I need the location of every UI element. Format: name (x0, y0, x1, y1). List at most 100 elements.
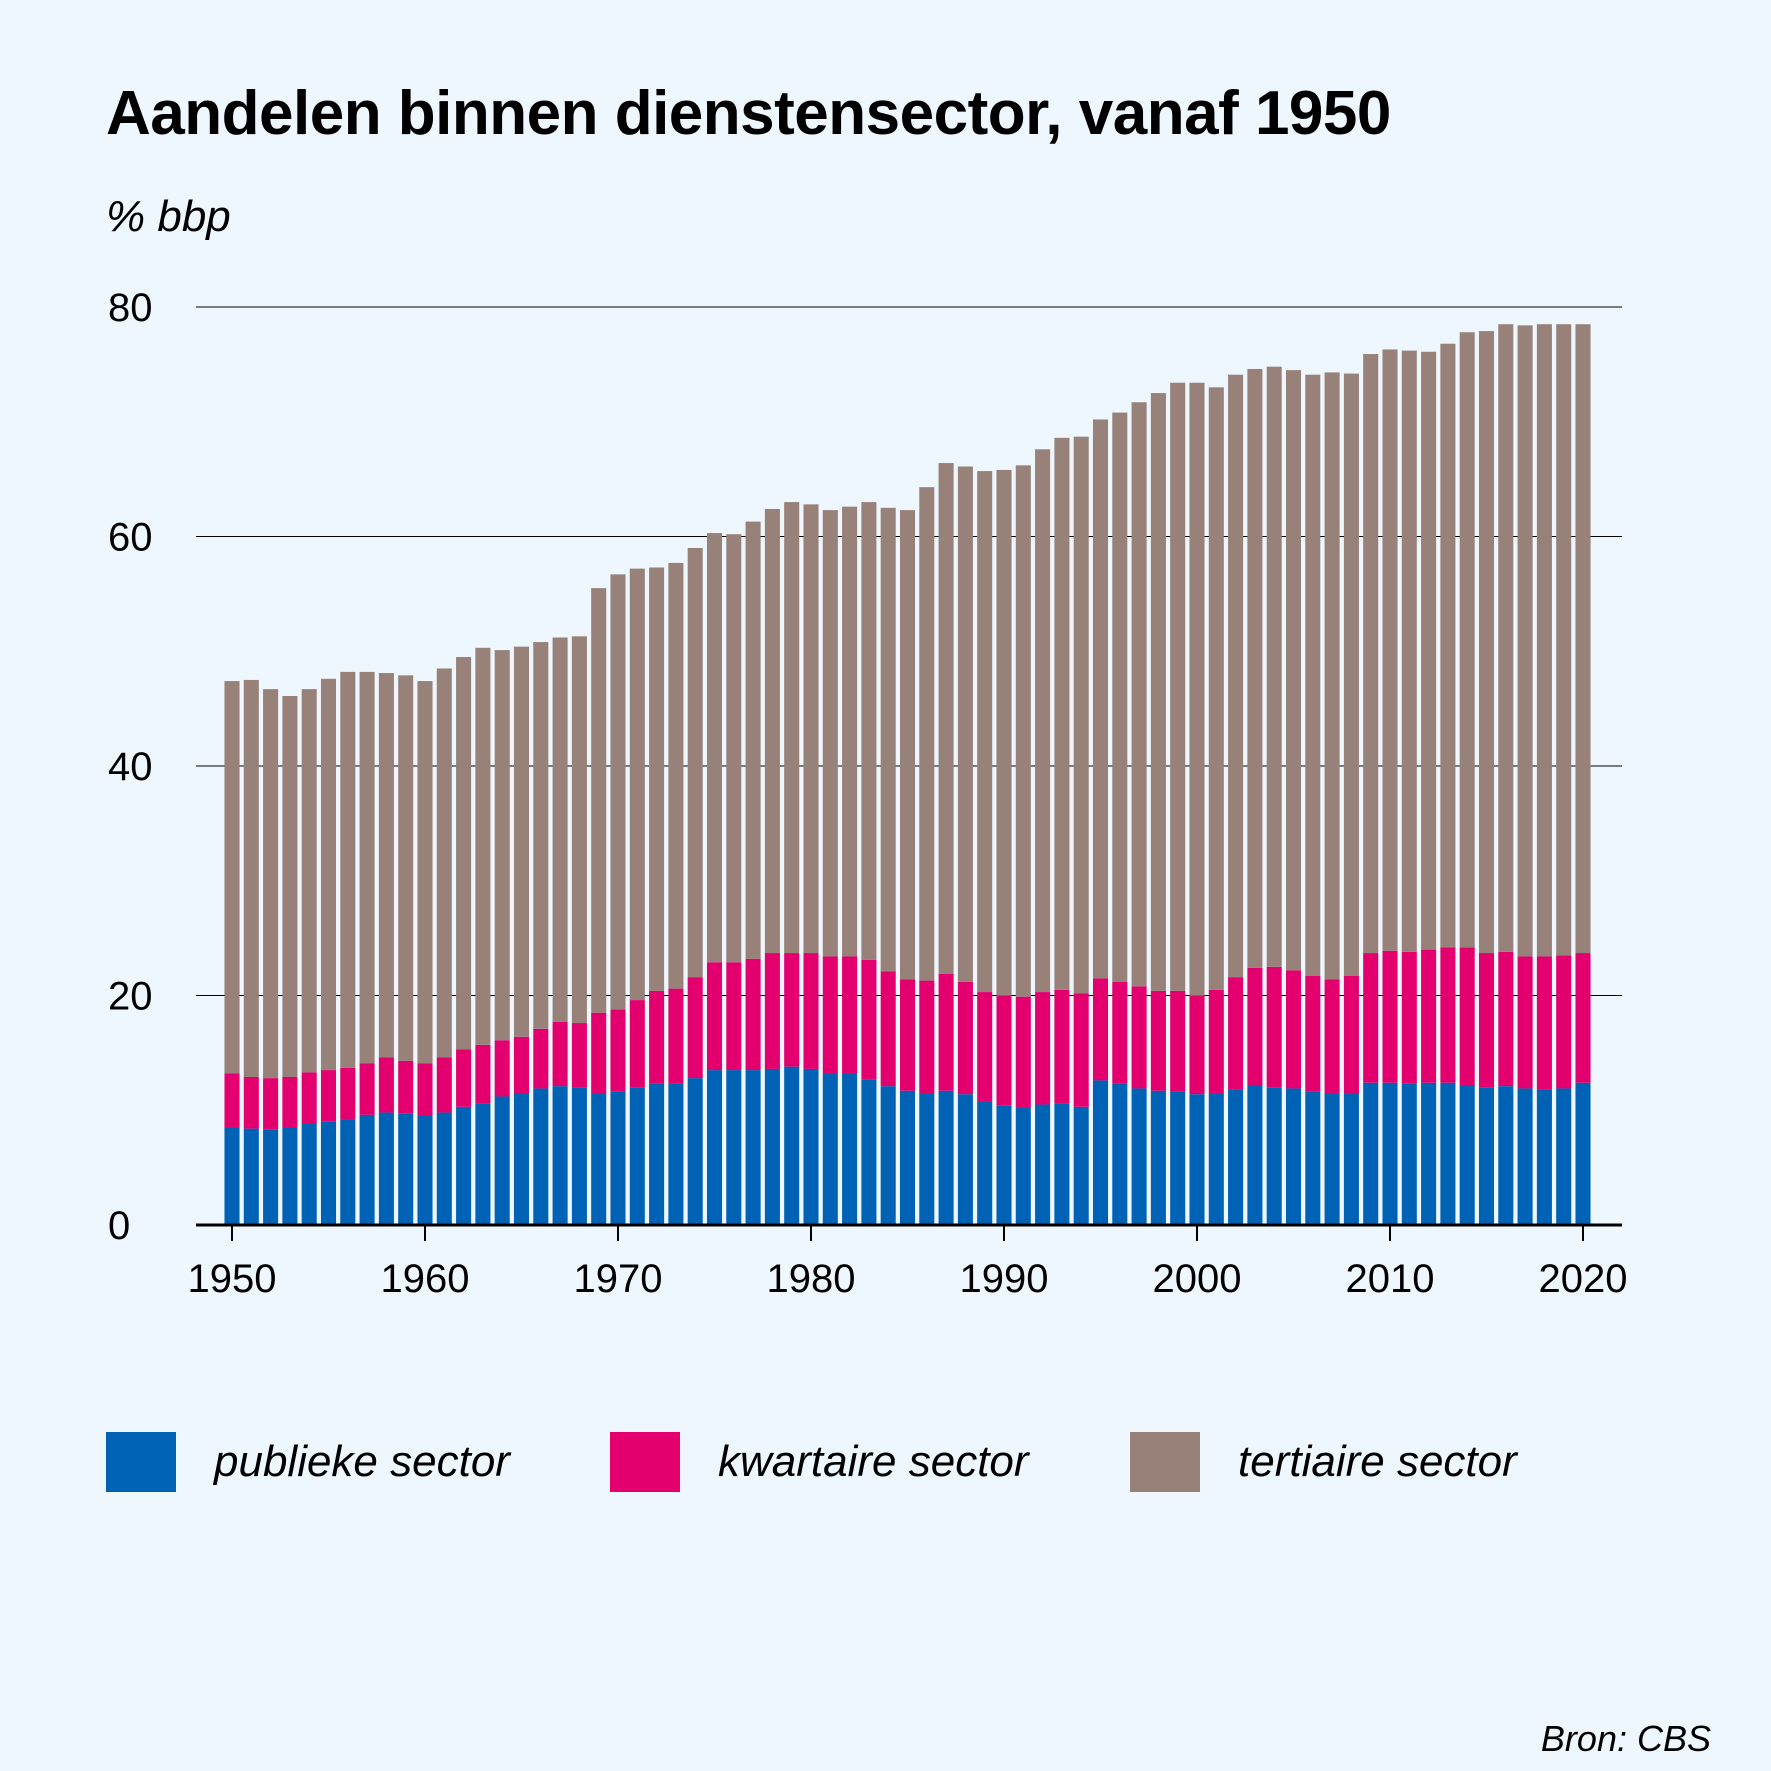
legend-item-publieke: publieke sector (106, 1432, 610, 1492)
bar-kwartaire-2018 (1536, 956, 1552, 1090)
bar-publieke-2017 (1517, 1088, 1533, 1225)
bar-publieke-1966 (533, 1088, 549, 1225)
y-tick-label-40: 40 (108, 745, 153, 789)
bar-tertiaire-1974 (687, 547, 703, 978)
bar-publieke-1963 (475, 1103, 491, 1225)
bar-tertiaire-1970 (610, 574, 626, 1010)
x-tick-label-2000: 2000 (1153, 1257, 1242, 1301)
bar-publieke-1991 (1015, 1107, 1031, 1225)
bar-kwartaire-1954 (301, 1072, 317, 1125)
bar-publieke-1964 (494, 1096, 510, 1225)
bar-kwartaire-1977 (745, 958, 761, 1071)
bar-tertiaire-1994 (1073, 436, 1089, 994)
bar-kwartaire-1958 (378, 1057, 394, 1113)
bar-kwartaire-1968 (571, 1023, 587, 1088)
bar-tertiaire-2010 (1382, 349, 1398, 951)
bar-publieke-1979 (784, 1066, 800, 1225)
bar-kwartaire-2016 (1498, 951, 1514, 1087)
bar-kwartaire-2012 (1421, 949, 1437, 1083)
bar-tertiaire-1966 (533, 642, 549, 1029)
bar-publieke-1992 (1035, 1104, 1051, 1225)
bar-kwartaire-1986 (919, 980, 935, 1094)
bar-kwartaire-1951 (243, 1076, 259, 1129)
y-tick-label-0: 0 (108, 1204, 130, 1248)
legend-swatch-tertiaire (1130, 1432, 1200, 1492)
bar-kwartaire-1981 (822, 956, 838, 1074)
legend-swatch-kwartaire (610, 1432, 680, 1492)
bar-tertiaire-1973 (668, 562, 684, 989)
bar-kwartaire-1992 (1035, 992, 1051, 1105)
bar-kwartaire-1979 (784, 953, 800, 1067)
legend-label-tertiaire: tertiaire sector (1238, 1437, 1517, 1486)
bar-publieke-2001 (1208, 1093, 1224, 1225)
bar-kwartaire-2010 (1382, 950, 1398, 1083)
bar-publieke-1990 (996, 1105, 1012, 1225)
legend-swatch-publieke (106, 1432, 176, 1492)
bar-tertiaire-1953 (282, 696, 298, 1077)
bar-publieke-2016 (1498, 1086, 1514, 1225)
bar-kwartaire-1974 (687, 977, 703, 1079)
bar-tertiaire-2020 (1575, 324, 1591, 954)
bar-kwartaire-1978 (764, 953, 780, 1069)
bar-publieke-2012 (1421, 1082, 1437, 1225)
bar-tertiaire-2000 (1189, 382, 1205, 996)
bar-kwartaire-1960 (417, 1063, 433, 1116)
bar-publieke-1950 (224, 1127, 240, 1225)
bar-kwartaire-1972 (649, 990, 665, 1084)
bar-tertiaire-1960 (417, 681, 433, 1064)
bar-publieke-1954 (301, 1124, 317, 1225)
bar-tertiaire-1950 (224, 681, 240, 1074)
bar-publieke-1969 (591, 1093, 607, 1225)
bar-publieke-1996 (1112, 1083, 1128, 1225)
source-note: Bron: CBS (1540, 1718, 1711, 1759)
bar-kwartaire-2007 (1324, 979, 1340, 1094)
legend-item-kwartaire: kwartaire sector (610, 1432, 1130, 1492)
bar-kwartaire-1993 (1054, 989, 1070, 1104)
bar-kwartaire-1952 (263, 1078, 279, 1130)
bar-publieke-2003 (1247, 1085, 1263, 1225)
bar-publieke-1958 (378, 1112, 394, 1225)
bar-kwartaire-2005 (1285, 970, 1302, 1089)
bar-kwartaire-1976 (726, 962, 742, 1071)
bar-kwartaire-1973 (668, 988, 684, 1084)
x-tick-label-1970: 1970 (574, 1257, 663, 1301)
bar-publieke-2019 (1556, 1088, 1572, 1225)
bar-tertiaire-1987 (938, 463, 954, 974)
bar-tertiaire-1991 (1015, 465, 1031, 997)
bar-tertiaire-1981 (822, 510, 838, 957)
x-tick-label-1950: 1950 (188, 1257, 277, 1301)
bar-tertiaire-2002 (1228, 374, 1244, 978)
bar-kwartaire-1964 (494, 1040, 510, 1097)
bar-tertiaire-1979 (784, 502, 800, 954)
bar-publieke-1999 (1170, 1091, 1186, 1225)
bar-kwartaire-2009 (1363, 953, 1379, 1083)
bar-tertiaire-2004 (1266, 366, 1282, 967)
bar-tertiaire-1959 (398, 675, 414, 1061)
bar-tertiaire-2009 (1363, 354, 1379, 954)
bar-tertiaire-2011 (1401, 350, 1417, 952)
bar-tertiaire-1986 (919, 487, 935, 981)
bar-tertiaire-1985 (899, 510, 916, 980)
bar-publieke-1984 (880, 1086, 896, 1225)
bar-tertiaire-1969 (591, 588, 607, 1013)
bar-tertiaire-2015 (1478, 331, 1495, 954)
bar-kwartaire-2002 (1228, 977, 1244, 1090)
bar-tertiaire-1956 (340, 671, 356, 1068)
y-tick-label-20: 20 (108, 975, 153, 1019)
bar-tertiaire-1957 (359, 671, 375, 1064)
bar-publieke-1974 (687, 1078, 703, 1225)
bar-publieke-1973 (668, 1083, 684, 1225)
bar-kwartaire-2020 (1575, 953, 1591, 1083)
bar-tertiaire-1977 (745, 521, 761, 959)
bar-publieke-1982 (842, 1073, 858, 1225)
bar-publieke-1976 (726, 1070, 742, 1225)
bar-publieke-1993 (1054, 1103, 1070, 1225)
bar-tertiaire-2003 (1247, 368, 1263, 968)
bar-kwartaire-1957 (359, 1063, 375, 1115)
bar-tertiaire-1951 (243, 679, 259, 1077)
bar-kwartaire-1956 (340, 1067, 356, 1120)
bar-tertiaire-1962 (456, 656, 472, 1050)
bar-kwartaire-1950 (224, 1073, 240, 1128)
bar-kwartaire-1999 (1170, 990, 1186, 1092)
x-tick-label-2010: 2010 (1346, 1257, 1435, 1301)
